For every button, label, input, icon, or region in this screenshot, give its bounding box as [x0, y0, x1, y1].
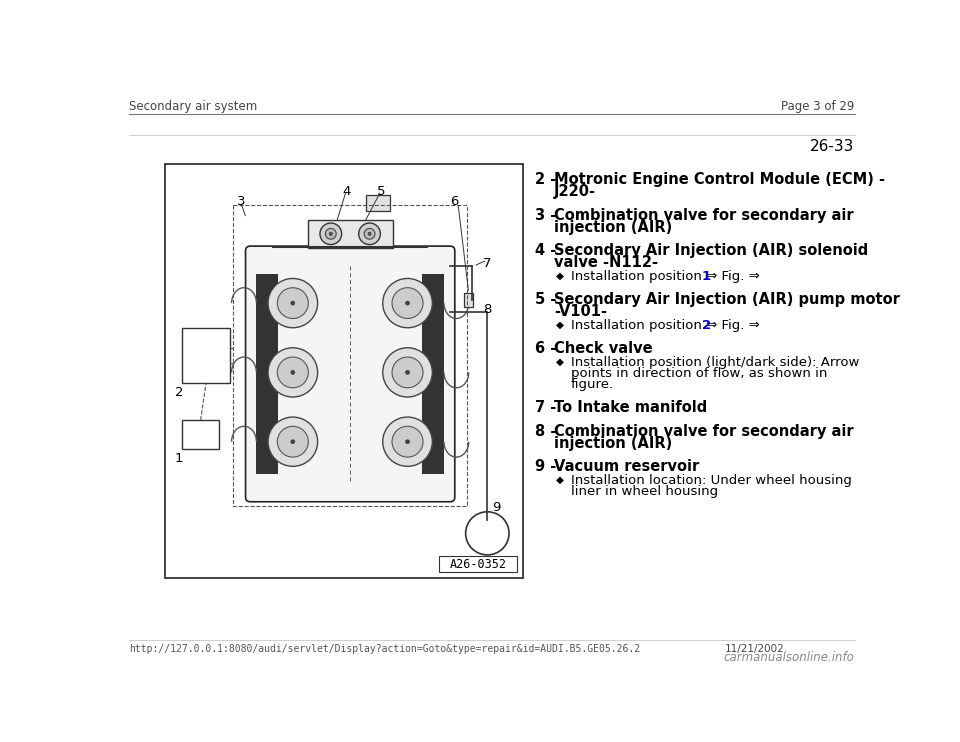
Text: 4: 4 [342, 186, 350, 198]
Text: 9 -: 9 - [535, 459, 561, 474]
Circle shape [268, 417, 318, 466]
Text: Secondary Air Injection (AIR) pump motor: Secondary Air Injection (AIR) pump motor [554, 292, 900, 307]
Text: 7: 7 [483, 257, 492, 270]
Text: 9: 9 [492, 501, 501, 514]
Text: 2: 2 [175, 387, 183, 399]
Text: points in direction of flow, as shown in: points in direction of flow, as shown in [571, 367, 828, 380]
Text: 1: 1 [175, 453, 183, 465]
Text: 6: 6 [450, 195, 458, 209]
Text: Installation location: Under wheel housing: Installation location: Under wheel housi… [571, 474, 852, 487]
Text: ◆: ◆ [557, 320, 564, 329]
Text: injection (AIR): injection (AIR) [554, 220, 672, 234]
Text: 3 -: 3 - [535, 208, 561, 223]
Bar [233, 205, 468, 506]
Text: Combination valve for secondary air: Combination valve for secondary air [554, 208, 853, 223]
Circle shape [277, 288, 308, 318]
Text: 3: 3 [237, 195, 245, 209]
Text: -V101-: -V101- [554, 304, 607, 319]
Bar [182, 328, 230, 383]
Bar [165, 164, 523, 578]
Text: Secondary air system: Secondary air system [130, 100, 257, 113]
Circle shape [291, 370, 295, 374]
Text: 5 -: 5 - [535, 292, 562, 307]
Text: A26-0352: A26-0352 [449, 558, 507, 571]
Circle shape [268, 278, 318, 328]
Bar [307, 220, 393, 248]
Circle shape [320, 223, 342, 245]
Text: J220-: J220- [554, 184, 596, 199]
Circle shape [368, 232, 372, 235]
Circle shape [392, 427, 423, 457]
Circle shape [329, 232, 332, 235]
Text: 5: 5 [377, 186, 385, 198]
Circle shape [405, 370, 410, 374]
Bar [366, 195, 391, 211]
Circle shape [383, 348, 432, 397]
Circle shape [291, 440, 295, 444]
Text: figure.: figure. [571, 378, 614, 391]
Circle shape [364, 229, 375, 239]
Text: Vacuum reservoir: Vacuum reservoir [554, 459, 699, 474]
Circle shape [277, 357, 308, 388]
Text: 2 -: 2 - [535, 172, 561, 187]
Text: 2: 2 [702, 319, 710, 332]
Text: ◆: ◆ [557, 475, 564, 485]
Bar [256, 274, 278, 474]
Text: carmanualsonline.info: carmanualsonline.info [724, 651, 854, 664]
Circle shape [268, 348, 318, 397]
Circle shape [359, 223, 380, 245]
Text: Page 3 of 29: Page 3 of 29 [781, 100, 854, 113]
Bar [464, 293, 473, 307]
Text: Motronic Engine Control Module (ECM) -: Motronic Engine Control Module (ECM) - [554, 172, 885, 187]
Text: 26-33: 26-33 [810, 139, 854, 154]
Text: Installation position ⇒ Fig. ⇒: Installation position ⇒ Fig. ⇒ [571, 319, 759, 332]
Text: ◆: ◆ [557, 357, 564, 367]
Text: 1: 1 [702, 270, 710, 283]
FancyBboxPatch shape [246, 246, 455, 502]
Text: Combination valve for secondary air: Combination valve for secondary air [554, 424, 853, 439]
Circle shape [291, 301, 295, 305]
Circle shape [405, 301, 410, 305]
Text: liner in wheel housing: liner in wheel housing [571, 485, 718, 498]
Text: Secondary Air Injection (AIR) solenoid: Secondary Air Injection (AIR) solenoid [554, 243, 868, 258]
Text: 8 -: 8 - [535, 424, 562, 439]
Text: Check valve: Check valve [554, 341, 653, 356]
Circle shape [325, 229, 336, 239]
Text: 11/21/2002: 11/21/2002 [725, 644, 784, 654]
Text: injection (AIR): injection (AIR) [554, 436, 672, 450]
Text: http://127.0.0.1:8080/audi/servlet/Display?action=Goto&type=repair&id=AUDI.B5.GE: http://127.0.0.1:8080/audi/servlet/Displ… [130, 644, 640, 654]
Text: ◆: ◆ [557, 271, 564, 280]
Text: 4 -: 4 - [535, 243, 561, 258]
Text: Installation position ⇒ Fig. ⇒: Installation position ⇒ Fig. ⇒ [571, 270, 759, 283]
Circle shape [405, 440, 410, 444]
Text: To Intake manifold: To Intake manifold [554, 400, 708, 415]
Circle shape [383, 278, 432, 328]
Circle shape [466, 512, 509, 555]
Circle shape [277, 427, 308, 457]
Text: valve -N112-: valve -N112- [554, 255, 658, 270]
Bar [182, 420, 219, 450]
Text: Installation position (light/dark side): Arrow: Installation position (light/dark side):… [571, 356, 859, 369]
Circle shape [392, 288, 423, 318]
Circle shape [392, 357, 423, 388]
Bar [440, 556, 516, 572]
Text: 7 -: 7 - [535, 400, 561, 415]
Circle shape [383, 417, 432, 466]
Bar [422, 274, 444, 474]
Text: 8: 8 [483, 303, 492, 316]
Text: 6 -: 6 - [535, 341, 561, 356]
